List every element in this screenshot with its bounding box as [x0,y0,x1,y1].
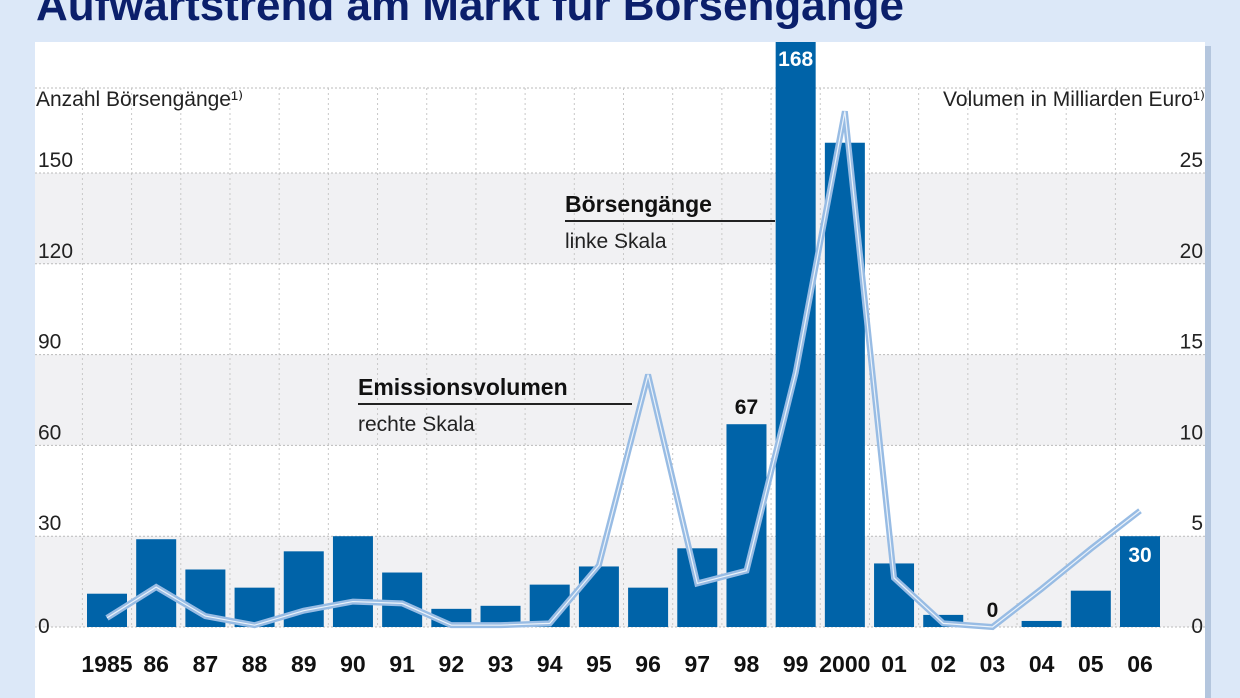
data-label-98: 67 [735,396,758,419]
data-label-03: 0 [987,599,999,622]
x-tick-label: 90 [340,651,366,677]
bar-93 [480,605,521,627]
right-axis-label: Volumen in Milliarden Euro¹⁾ [943,88,1205,111]
legend-bar-sub: linke Skala [565,230,667,253]
right-tick-label: 25 [1180,149,1203,172]
left-axis-label: Anzahl Börsengänge¹⁾ [36,88,243,111]
left-tick-label: 90 [38,331,61,354]
left-tick-label: 60 [38,421,61,444]
x-tick-label: 95 [586,651,612,677]
x-tick-label: 87 [193,651,219,677]
x-tick-label: 89 [291,651,317,677]
left-tick-label: 150 [38,149,73,172]
bar-2000 [824,142,865,627]
x-tick-label: 2000 [819,651,870,677]
x-tick-label: 02 [930,651,956,677]
left-tick-label: 0 [38,615,50,638]
bar-04 [1021,620,1062,627]
grid-band [35,354,1205,446]
data-label-06: 30 [1128,544,1151,567]
data-label-99: 168 [778,48,813,71]
bar-91 [382,572,423,627]
panel-shadow [1205,46,1211,698]
x-tick-label: 03 [980,651,1006,677]
bar-95 [578,566,619,627]
x-tick-label: 96 [635,651,661,677]
x-tick-label: 88 [242,651,268,677]
legend-bar-title: Börsengänge [565,191,712,217]
x-tick-label: 99 [783,651,809,677]
right-tick-label: 5 [1191,512,1203,535]
x-tick-label: 92 [439,651,465,677]
bar-90 [332,536,373,627]
chart-title: Aufwärtstrend am Markt für Börsengänge [36,0,904,30]
x-tick-label: 94 [537,651,563,677]
legend-line-title: Emissionsvolumen [358,374,568,400]
x-tick-label: 97 [684,651,710,677]
right-tick-label: 20 [1180,240,1203,263]
left-tick-label: 120 [38,240,73,263]
x-tick-label: 04 [1029,651,1055,677]
right-tick-label: 15 [1180,331,1203,354]
x-tick-label: 05 [1078,651,1104,677]
x-tick-label: 01 [881,651,907,677]
right-tick-label: 0 [1191,615,1203,638]
bar-06 [1120,536,1160,627]
x-tick-label: 98 [734,651,760,677]
bar-96 [628,587,669,627]
bar-99 [775,42,816,627]
bar-05 [1070,590,1111,627]
x-tick-label: 91 [389,651,415,677]
right-tick-label: 10 [1180,421,1203,444]
bar-97 [677,548,718,627]
emissionsvolumen-line-core [106,111,1141,628]
x-tick-label: 06 [1127,651,1153,677]
x-tick-label: 93 [488,651,514,677]
legend-line-sub: rechte Skala [358,413,475,436]
bar-86 [136,539,177,627]
x-tick-label: 1985 [81,651,132,677]
x-tick-label: 86 [143,651,169,677]
left-tick-label: 30 [38,512,61,535]
